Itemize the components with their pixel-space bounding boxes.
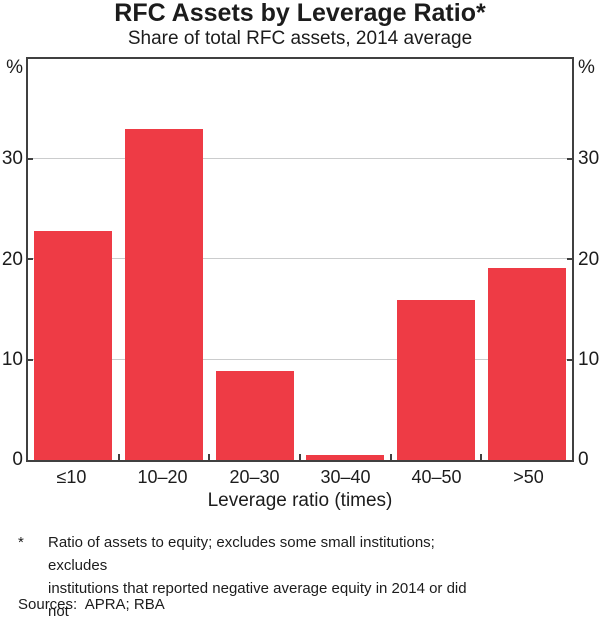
footnote-text: Ratio of assets to equity; excludes some… [48, 531, 480, 617]
y-tick-left [28, 258, 33, 260]
footnote-marker: * [18, 534, 24, 551]
footnote-line: institutions that reported negative aver… [48, 580, 467, 617]
bar [125, 129, 203, 460]
plot-area [26, 57, 574, 462]
y-axis-label-left: 30 [1, 148, 23, 169]
x-tick [480, 454, 482, 460]
y-axis-label-right: 30 [578, 148, 600, 169]
x-tick [390, 454, 392, 460]
x-axis-category-label: 20–30 [229, 467, 280, 487]
gridline [28, 258, 572, 259]
x-axis-category-label: 30–40 [320, 467, 371, 487]
sources-note: Sources: APRA; RBA [18, 596, 165, 613]
y-tick-right [567, 359, 572, 361]
y-tick-right [567, 258, 572, 260]
x-tick [118, 454, 120, 460]
bar [34, 231, 112, 460]
bar [216, 371, 294, 460]
y-axis-label-right: 20 [578, 249, 600, 270]
y-tick-left [28, 158, 33, 160]
x-axis-category-label: >50 [513, 467, 544, 487]
y-axis-unit-left: % [6, 57, 23, 78]
gridline [28, 359, 572, 360]
y-axis-label-left: 0 [12, 449, 23, 470]
gridline [28, 158, 572, 159]
footnote: * Ratio of assets to equity; excludes so… [18, 531, 486, 617]
bar [488, 268, 566, 460]
x-axis-title: Leverage ratio (times) [207, 490, 393, 511]
x-tick [299, 454, 301, 460]
bar [306, 455, 384, 460]
x-axis-category-label: 40–50 [411, 467, 462, 487]
chart-subtitle: Share of total RFC assets, 2014 average [127, 28, 473, 49]
chart-title: RFC Assets by Leverage Ratio* [114, 0, 486, 27]
y-tick-right [567, 158, 572, 160]
y-axis-unit-right: % [578, 57, 595, 78]
x-tick [208, 454, 210, 460]
footnote-line: Ratio of assets to equity; excludes some… [48, 534, 435, 574]
y-axis-label-right: 10 [578, 349, 600, 370]
y-axis-label-left: 10 [1, 349, 23, 370]
y-axis-label-left: 20 [1, 249, 23, 270]
x-axis-category-label: ≤10 [56, 467, 87, 487]
y-tick-left [28, 359, 33, 361]
x-axis-category-label: 10–20 [137, 467, 188, 487]
bar [397, 300, 475, 460]
y-axis-label-right: 0 [578, 449, 589, 470]
